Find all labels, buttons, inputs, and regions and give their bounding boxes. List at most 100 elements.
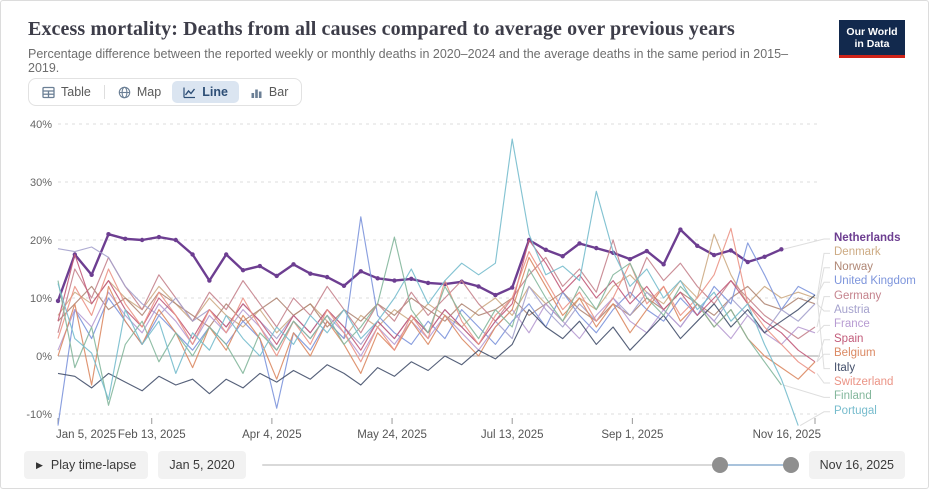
timeline-controls: ▶ Play time-lapse Jan 5, 2020 Nov 16, 20… [0, 448, 929, 482]
bar-chart-icon [250, 86, 263, 99]
slider-track[interactable] [261, 464, 797, 466]
data-point-marker[interactable] [190, 252, 195, 257]
series-line-belgium[interactable] [57, 256, 816, 386]
x-axis-tick-label: Apr 4, 2025 [242, 429, 301, 441]
data-point-marker[interactable] [257, 263, 263, 269]
data-point-marker[interactable] [695, 243, 700, 248]
legend-item-switzerland[interactable]: Switzerland [834, 376, 894, 388]
owid-logo-line2: in Data [854, 37, 890, 50]
data-point-marker[interactable] [392, 278, 397, 283]
data-point-marker[interactable] [493, 292, 498, 298]
tab-table[interactable]: Table [31, 81, 102, 103]
data-point-marker[interactable] [745, 259, 750, 265]
data-point-marker[interactable] [409, 276, 414, 282]
tab-bar[interactable]: Bar [239, 81, 299, 103]
y-axis-tick-label: 0% [36, 351, 52, 363]
tab-map[interactable]: Map [107, 81, 172, 103]
data-point-marker[interactable] [324, 274, 330, 280]
data-point-marker[interactable] [425, 280, 431, 286]
data-point-marker[interactable] [156, 234, 162, 240]
series-line-portugal[interactable] [57, 138, 799, 426]
tab-divider [103, 85, 105, 99]
play-timelapse-label: Play time-lapse [50, 458, 137, 472]
data-point-marker[interactable] [224, 252, 229, 257]
legend-item-austria[interactable]: Austria [834, 304, 870, 316]
data-point-marker[interactable] [476, 284, 481, 289]
legend-item-finland[interactable]: Finland [834, 390, 872, 403]
timeline-slider[interactable] [256, 457, 799, 473]
x-axis-tick-label: Feb 13, 2025 [118, 429, 186, 441]
legend-leader-line [783, 384, 830, 398]
legend-leader-line [799, 411, 830, 427]
series-line-italy[interactable] [57, 294, 816, 395]
data-point-marker[interactable] [139, 237, 145, 243]
series-line-netherlands[interactable] [56, 228, 782, 302]
data-point-marker[interactable] [274, 273, 279, 279]
timeline-start-date[interactable]: Jan 5, 2020 [158, 451, 246, 479]
data-point-marker[interactable] [207, 278, 212, 283]
y-axis-tick-label: 10% [30, 293, 52, 305]
series-line-france[interactable] [57, 291, 816, 357]
legend-item-belgium[interactable]: Belgium [834, 347, 876, 360]
play-icon: ▶ [36, 459, 43, 470]
slider-end-handle[interactable] [782, 457, 799, 473]
data-point-marker[interactable] [543, 247, 549, 253]
data-point-marker[interactable] [510, 285, 515, 290]
data-point-marker[interactable] [779, 247, 784, 252]
data-point-marker[interactable] [728, 248, 734, 253]
chart-header: Excess mortality: Deaths from all causes… [28, 18, 819, 75]
data-point-marker[interactable] [711, 252, 717, 258]
data-point-marker[interactable] [678, 227, 683, 232]
x-axis-tick-label: May 24, 2025 [357, 429, 427, 441]
tab-line-label: Line [202, 85, 228, 99]
slider-start-handle[interactable] [711, 457, 728, 473]
timeline-end-date[interactable]: Nov 16, 2025 [808, 451, 905, 479]
tab-bar-label: Bar [268, 85, 289, 99]
owid-logo[interactable]: Our World in Data [839, 20, 905, 58]
data-point-marker[interactable] [173, 237, 178, 243]
legend-item-netherlands[interactable]: Netherlands [834, 232, 901, 244]
legend-item-denmark[interactable]: Denmark [834, 246, 881, 259]
legend-item-france[interactable]: France [834, 318, 870, 331]
data-point-marker[interactable] [308, 271, 313, 276]
legend-item-italy[interactable]: Italy [834, 361, 856, 374]
data-point-marker[interactable] [661, 262, 666, 267]
play-timelapse-button[interactable]: ▶ Play time-lapse [24, 451, 149, 479]
series-line-finland[interactable] [57, 236, 782, 406]
data-point-marker[interactable] [594, 245, 599, 251]
data-point-marker[interactable] [106, 232, 111, 237]
y-axis-tick-label: -10% [26, 409, 52, 421]
data-point-marker[interactable] [644, 248, 649, 254]
legend-item-norway[interactable]: Norway [834, 260, 873, 273]
data-point-marker[interactable] [291, 262, 296, 267]
legend-leader-line [816, 339, 830, 362]
data-point-marker[interactable] [358, 269, 364, 274]
data-point-marker[interactable] [375, 276, 380, 281]
legend-item-portugal[interactable]: Portugal [834, 404, 877, 417]
data-point-marker[interactable] [560, 254, 565, 259]
legend-leader-line [816, 324, 830, 334]
legend-leader-line [816, 295, 830, 370]
data-point-marker[interactable] [577, 241, 582, 246]
legend-leader-line [816, 303, 830, 312]
slider-active-range[interactable] [719, 464, 791, 466]
data-point-marker[interactable] [123, 236, 128, 242]
tab-line[interactable]: Line [172, 81, 239, 103]
series-line-spain[interactable] [57, 239, 816, 363]
line-chart[interactable]: 40% 30% 20% 10% 0% -10% Jan 5, 2025 Feb 13, 202… [0, 108, 929, 448]
data-point-marker[interactable] [341, 283, 347, 289]
data-point-marker[interactable] [627, 256, 633, 262]
series-line-germany[interactable] [57, 239, 816, 340]
data-point-marker[interactable] [240, 267, 246, 273]
data-point-marker[interactable] [55, 298, 61, 304]
view-tabs: Table Map Line Bar [28, 78, 303, 106]
legend-item-spain[interactable]: Spain [834, 332, 864, 345]
data-point-marker[interactable] [89, 272, 94, 277]
chart-subtitle: Percentage difference between the report… [28, 47, 789, 75]
series-line-denmark[interactable] [57, 233, 816, 340]
globe-icon [118, 86, 131, 99]
legend-item-united-kingdom[interactable]: United Kingdom [834, 275, 916, 288]
legend-item-germany[interactable]: Germany [834, 289, 882, 302]
data-point-marker[interactable] [762, 254, 767, 260]
plot-area[interactable]: 40% 30% 20% 10% 0% -10% Jan 5, 2025 Feb 13, 202… [0, 108, 929, 448]
